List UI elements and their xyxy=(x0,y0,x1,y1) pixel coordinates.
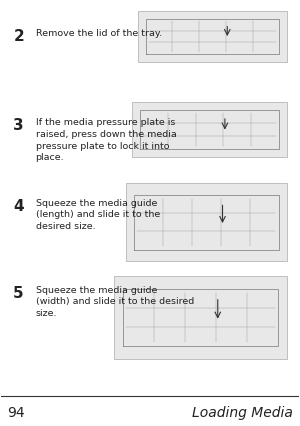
FancyBboxPatch shape xyxy=(126,183,287,262)
FancyBboxPatch shape xyxy=(114,276,287,359)
Text: Loading Media: Loading Media xyxy=(192,405,293,419)
Text: Squeeze the media guide
(length) and slide it to the
desired size.: Squeeze the media guide (length) and sli… xyxy=(36,198,160,231)
FancyBboxPatch shape xyxy=(132,103,287,158)
Text: 3: 3 xyxy=(13,118,24,133)
Text: Squeeze the media guide
(width) and slide it to the desired
size.: Squeeze the media guide (width) and slid… xyxy=(36,285,194,317)
Text: If the media pressure plate is
raised, press down the media
pressure plate to lo: If the media pressure plate is raised, p… xyxy=(36,118,176,162)
Text: Remove the lid of the tray.: Remove the lid of the tray. xyxy=(36,29,162,38)
Text: 94: 94 xyxy=(7,405,25,419)
Text: 4: 4 xyxy=(13,198,24,213)
FancyBboxPatch shape xyxy=(138,12,287,63)
Text: 5: 5 xyxy=(13,285,24,300)
Text: 2: 2 xyxy=(13,29,24,44)
